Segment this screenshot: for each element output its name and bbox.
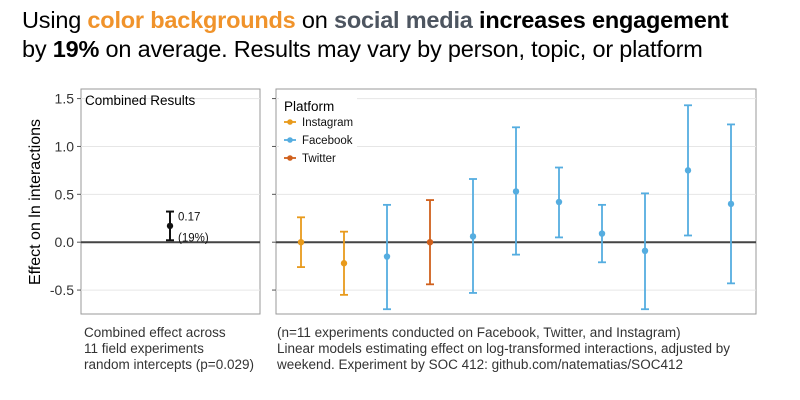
combined-panel-label: Combined Results — [85, 93, 196, 108]
y-axis-label: Effect on ln interactions — [27, 119, 44, 285]
estimate-point — [684, 167, 692, 174]
left-caption-line: random intercepts (p=0.029) — [84, 357, 254, 372]
y-tick-label: 0.0 — [55, 234, 75, 250]
left-caption-line: 11 field experiments — [84, 341, 204, 356]
title-highlight-engagement: increases engagement — [478, 7, 729, 33]
y-tick-label: -0.5 — [50, 282, 74, 298]
legend-swatch-point — [287, 137, 293, 143]
data-label-estimate: 0.17 — [178, 212, 200, 224]
estimate-point — [166, 222, 174, 230]
legend: Platform Instagram Facebook Twitter — [279, 93, 357, 173]
legend-entry-twitter: Twitter — [302, 153, 336, 165]
estimate-point — [469, 233, 477, 240]
title-text: Using — [22, 7, 88, 33]
title-line-2: by 19% on average. Results may vary by p… — [22, 35, 792, 64]
estimate-point — [555, 198, 563, 206]
title-text: on — [295, 7, 334, 33]
estimate-point — [340, 260, 348, 267]
title-line-1: Using color backgrounds on social media … — [22, 6, 792, 35]
legend-entry-instagram: Instagram — [302, 117, 353, 129]
experiments-panel — [275, 88, 757, 315]
left-caption-line: Combined effect across — [84, 325, 226, 340]
right-caption: (n=11 experiments conducted on Facebook,… — [277, 325, 792, 373]
estimate-point — [426, 238, 434, 246]
estimate-point — [383, 253, 391, 260]
y-tick-label: 1.5 — [55, 91, 75, 107]
legend-title: Platform — [284, 99, 334, 114]
title-text: on average. Results may vary by person, … — [99, 36, 703, 62]
data-label-percent: (19%) — [178, 232, 209, 244]
estimate-point — [641, 247, 649, 255]
chart-title: Using color backgrounds on social media … — [22, 6, 792, 64]
y-axis: -0.5 0.0 0.5 1.0 1.5 — [50, 91, 276, 298]
title-highlight-social: social media — [333, 7, 473, 33]
right-caption-line: weekend. Experiment by SOC 412: github.c… — [277, 357, 683, 372]
combined-panel: 0.17 (19%) — [80, 88, 261, 315]
legend-swatch-point — [287, 119, 293, 125]
title-highlight-percent: 19% — [52, 36, 100, 62]
legend-entry-facebook: Facebook — [302, 135, 353, 147]
estimate-point — [512, 188, 520, 195]
title-text: by — [22, 36, 53, 62]
estimate-point — [727, 200, 735, 208]
y-tick-label: 0.5 — [55, 186, 75, 202]
right-caption-line: Linear models estimating effect on log-t… — [277, 341, 730, 356]
left-caption: Combined effect across 11 field experime… — [84, 325, 274, 373]
estimate-point — [297, 238, 305, 246]
estimate-point — [598, 230, 606, 237]
panel-frame — [80, 88, 261, 315]
right-caption-line: (n=11 experiments conducted on Facebook,… — [277, 325, 681, 340]
legend-swatch-point — [287, 155, 293, 161]
y-tick-label: 1.0 — [55, 138, 75, 154]
title-highlight-color: color backgrounds — [87, 7, 296, 33]
